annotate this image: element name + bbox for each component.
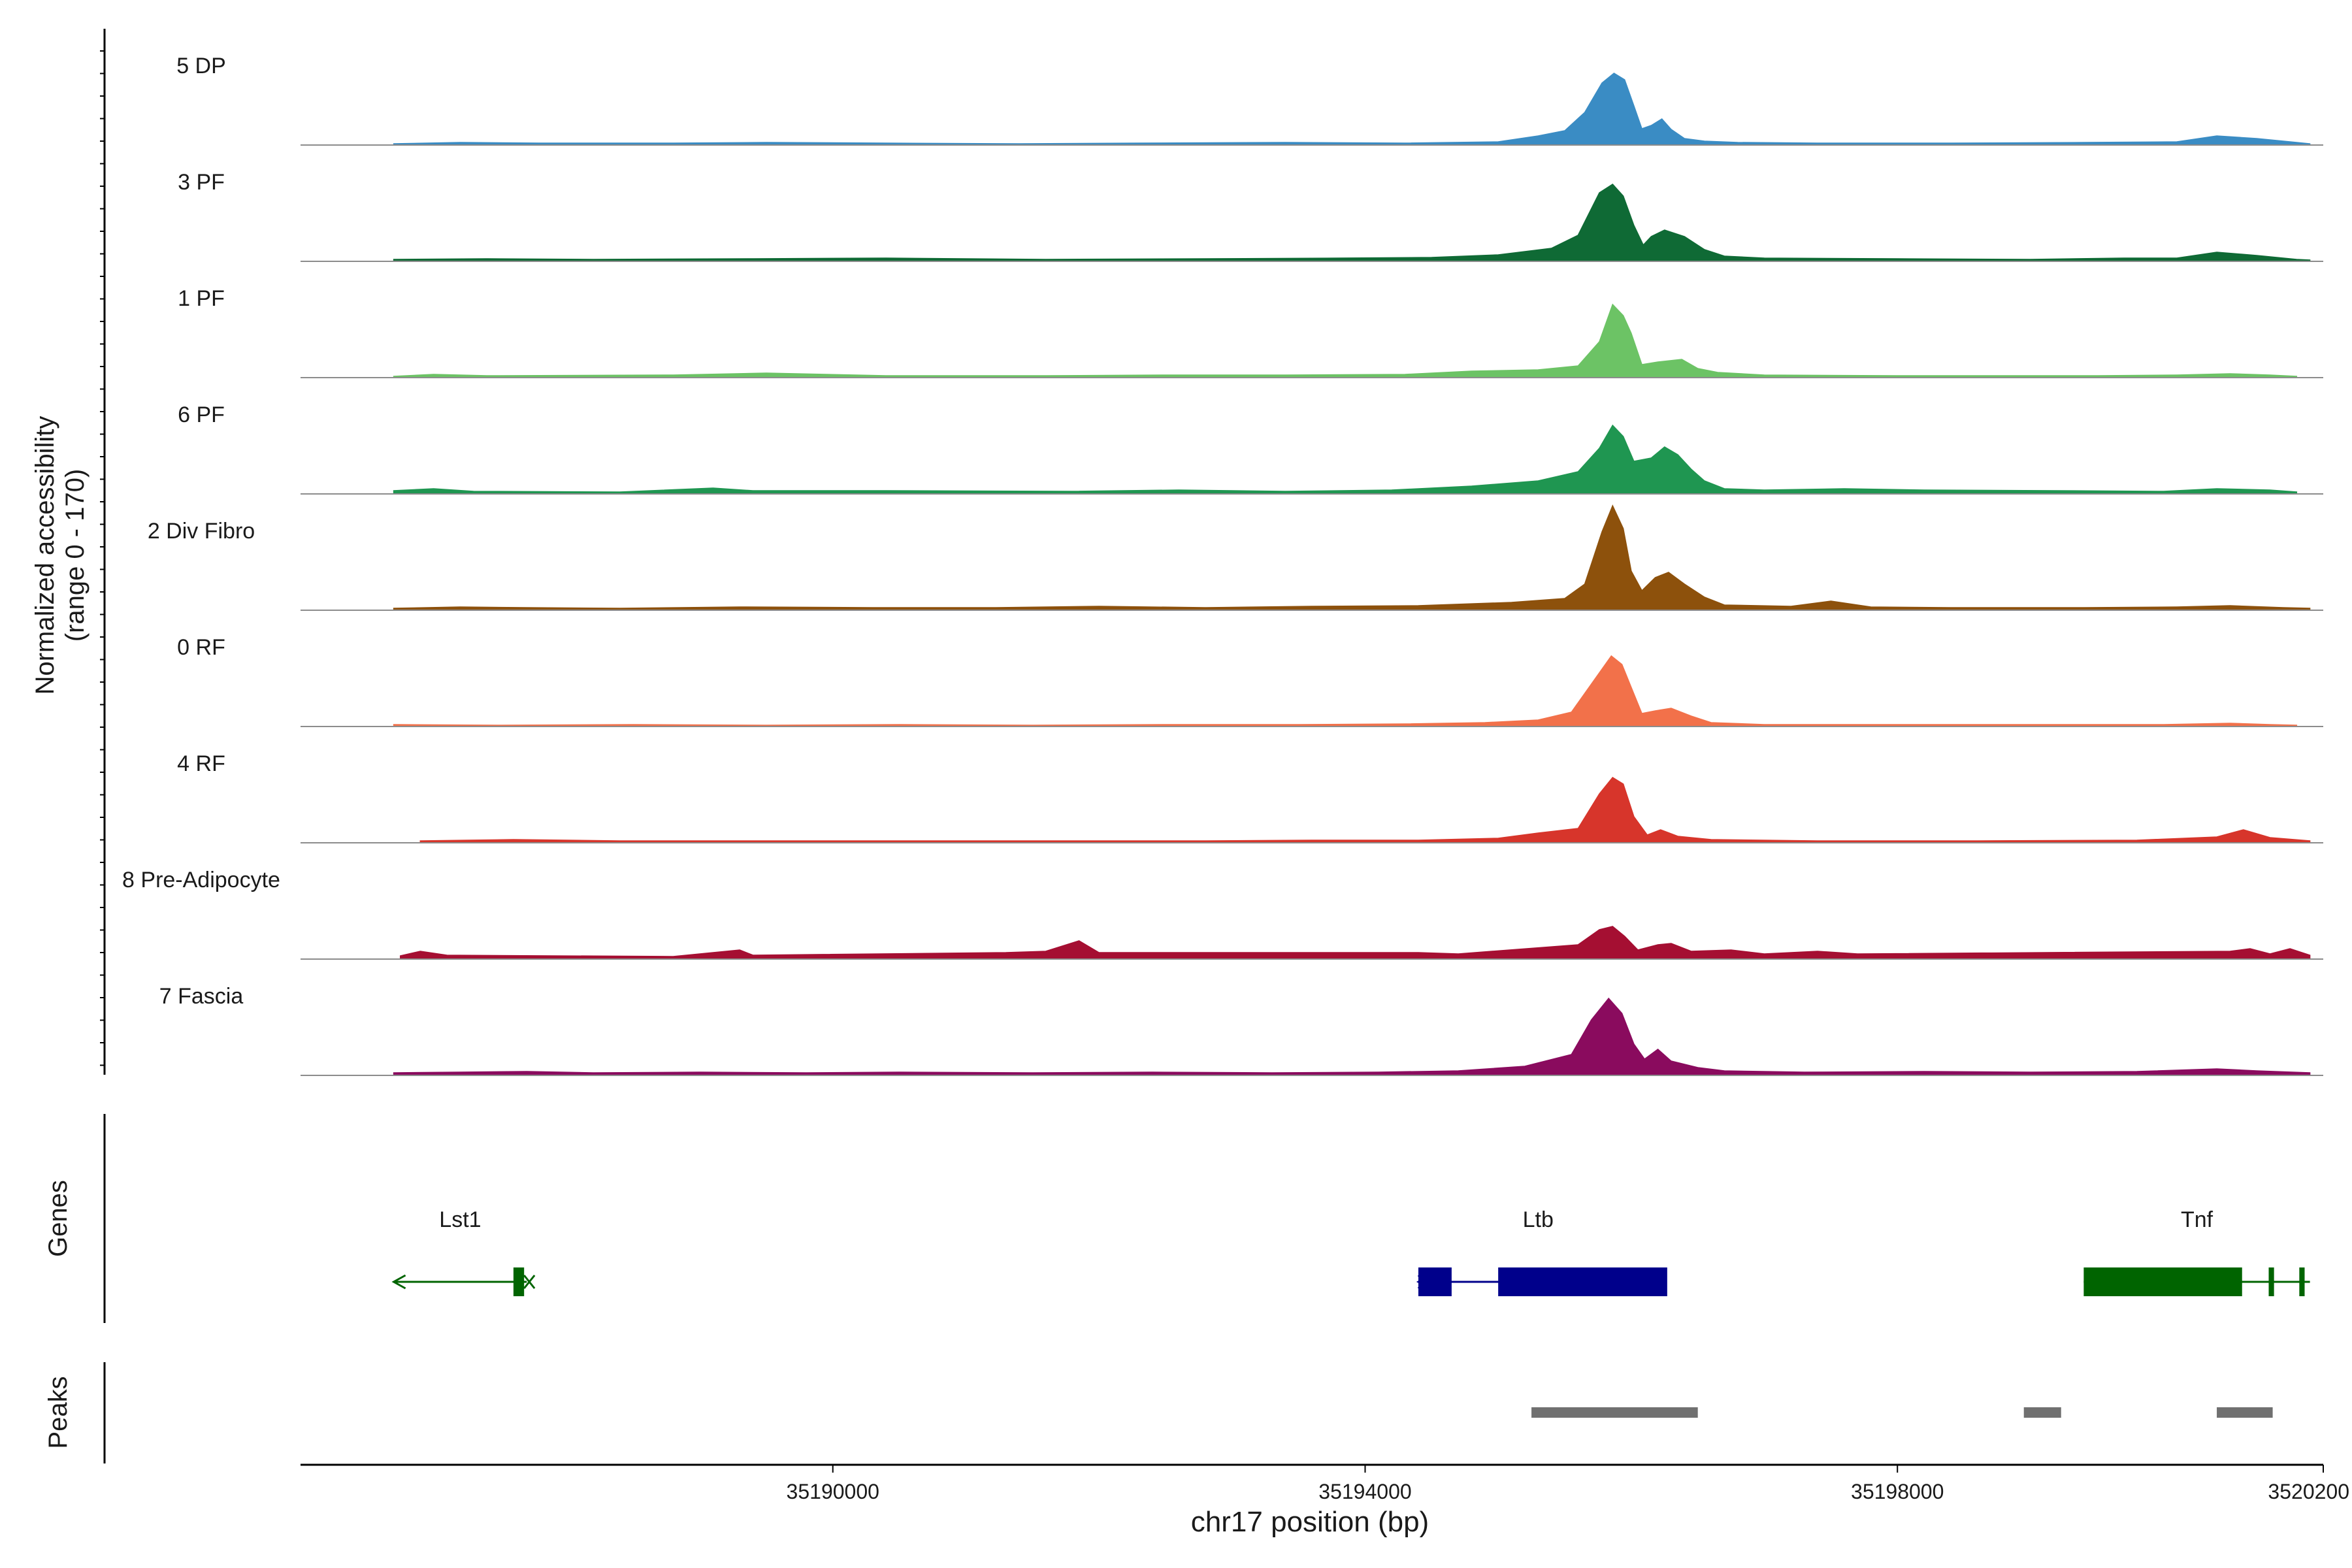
- y-axis-title: Normalized accessibility (range 0 - 170): [31, 416, 90, 695]
- gene-exon: [513, 1267, 525, 1296]
- track-7-fascia: 7 Fascia: [159, 984, 2323, 1076]
- track-label: 7 Fascia: [159, 984, 244, 1009]
- track-6-pf: 6 PF: [178, 402, 2323, 495]
- gene-exon: [2083, 1267, 2242, 1296]
- track-2-div-fibro: 2 Div Fibro: [148, 504, 2323, 611]
- coverage-area: [393, 184, 2311, 262]
- coverage-y-ticks: [100, 50, 105, 1066]
- track-3-pf: 3 PF: [178, 170, 2323, 262]
- track-label: 5 DP: [176, 54, 226, 78]
- gene-label: Ltb: [1523, 1207, 1554, 1232]
- tss-marker: [1417, 1275, 1430, 1289]
- gene-tnf: Tnf: [2083, 1207, 2310, 1296]
- track-4-rf: 4 RF: [177, 751, 2323, 843]
- track-label: 2 Div Fibro: [148, 519, 255, 544]
- coverage-area: [393, 655, 2298, 727]
- tss-marker: [523, 1275, 536, 1289]
- gene-ltb: Ltb: [1416, 1207, 1667, 1296]
- peak-regions: [1531, 1407, 2273, 1418]
- gene-label: Lst1: [439, 1207, 481, 1232]
- track-label: 1 PF: [178, 286, 225, 311]
- x-tick-label: 3520200: [2268, 1480, 2349, 1503]
- peaks-track-title: Peaks: [44, 1376, 73, 1448]
- gene-lst1: Lst1: [391, 1207, 536, 1296]
- peak-bar: [2023, 1407, 2061, 1418]
- coverage-area: [393, 303, 2298, 378]
- strand-arrow: [391, 1274, 406, 1290]
- peak-bar: [2217, 1407, 2273, 1418]
- genes-track-title: Genes: [44, 1180, 73, 1257]
- peak-bar: [1531, 1407, 1698, 1418]
- track-5-dp: 5 DP: [176, 54, 2323, 146]
- track-label: 3 PF: [178, 170, 225, 195]
- gene-exon: [2299, 1267, 2305, 1296]
- gene-exon: [2268, 1267, 2274, 1296]
- coverage-area: [393, 73, 2311, 146]
- coverage-area: [419, 777, 2311, 843]
- gene-exon: [1498, 1267, 1667, 1296]
- x-tick-label: 35198000: [1851, 1480, 1944, 1503]
- x-axis-ticks: 35190000 35194000 35198000 3520200: [787, 1465, 2349, 1503]
- coverage-area: [393, 997, 2311, 1076]
- coverage-area: [400, 926, 2311, 960]
- track-label: 4 RF: [177, 751, 225, 776]
- y-axis-range-label: (range 0 - 170): [61, 469, 90, 642]
- track-label: 6 PF: [178, 402, 225, 427]
- gene-label: Tnf: [2181, 1207, 2213, 1232]
- coverage-area: [393, 424, 2298, 495]
- track-1-pf: 1 PF: [178, 286, 2323, 378]
- track-label: 8 Pre-Adipocyte: [122, 868, 280, 892]
- x-tick-label: 35194000: [1318, 1480, 1411, 1503]
- coverage-tracks: 5 DP 3 PF 1 PF 6 PF 2 Div Fibro 0 RF 4 RF 8 Pre…: [122, 54, 2323, 1076]
- x-axis-label: chr17 position (bp): [1191, 1506, 1429, 1538]
- track-8-pre-adipocyte: 8 Pre-Adipocyte: [122, 868, 2323, 960]
- gene-annotations: Lst1 Ltb Tnf: [391, 1207, 2310, 1296]
- x-tick-label: 35190000: [787, 1480, 879, 1503]
- track-0-rf: 0 RF: [177, 635, 2323, 727]
- track-label: 0 RF: [177, 635, 225, 660]
- y-axis-label: Normalized accessibility: [31, 416, 59, 695]
- coverage-area: [393, 504, 2311, 611]
